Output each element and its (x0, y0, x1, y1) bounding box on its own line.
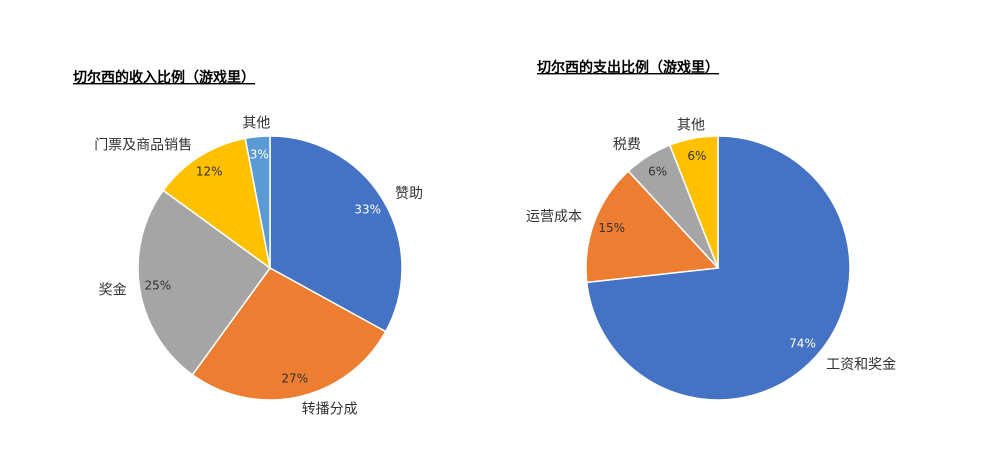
chart-title: 切尔西的收入比例（游戏里） (73, 69, 255, 86)
data-label: 15% (598, 221, 625, 235)
data-label: 6% (648, 164, 667, 178)
category-label: 门票及商品销售 (94, 137, 192, 153)
category-label: 其他 (677, 117, 705, 133)
pie-slice (269, 135, 403, 333)
category-label: 其他 (242, 115, 270, 131)
data-label: 12% (196, 165, 223, 179)
pie-slice (137, 189, 272, 376)
pie-slice (244, 135, 271, 269)
category-label: 工资和奖金 (826, 356, 896, 373)
pie-slice (191, 267, 387, 401)
data-label: 25% (145, 278, 172, 292)
data-label: 3% (250, 147, 269, 161)
category-label: 运营成本 (526, 209, 582, 225)
data-label: 33% (354, 203, 381, 217)
category-label: 税费 (613, 137, 641, 153)
category-label: 转播分成 (302, 402, 358, 418)
data-label: 6% (687, 149, 706, 163)
category-label: 赞助 (395, 186, 423, 202)
data-label: 74% (789, 336, 816, 350)
data-label: 27% (281, 371, 308, 385)
category-label: 奖金 (99, 282, 127, 299)
pie-slice (585, 170, 720, 284)
pie-slice (668, 135, 719, 269)
pie-slice (162, 137, 272, 270)
chart-title: 切尔西的支出比例（游戏里） (537, 59, 719, 76)
